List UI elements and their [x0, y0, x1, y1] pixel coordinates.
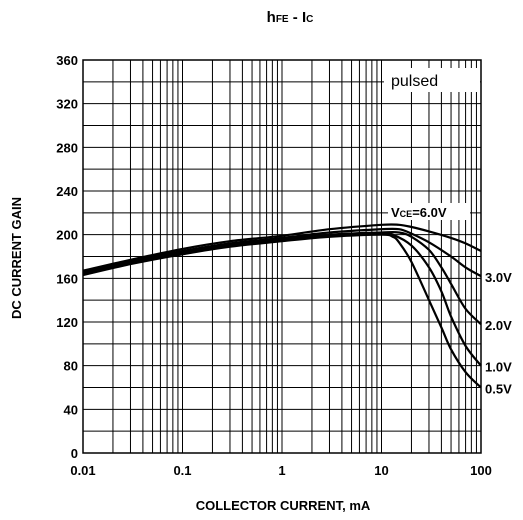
vce-label-rest: =6.0V	[412, 205, 447, 220]
x-axis-label: COLLECTOR CURRENT, mA	[196, 498, 371, 513]
y-tick-label: 120	[56, 315, 78, 330]
x-tick-label: 10	[374, 463, 388, 478]
vce-label-bg	[388, 203, 470, 220]
pulsed-annotation: pulsed	[391, 73, 438, 90]
y-tick-label: 360	[56, 53, 78, 68]
chart-title: hFE - IC	[267, 9, 314, 26]
chart-title-second: I	[302, 9, 306, 26]
y-tick-label: 240	[56, 184, 78, 199]
vce-series-label: VCE=6.0V	[391, 205, 447, 220]
series-label-1-0v: 1.0V	[485, 360, 512, 375]
pulsed-label-bg	[384, 68, 480, 92]
y-tick-label: 160	[56, 271, 78, 286]
y-tick-label: 320	[56, 97, 78, 112]
series-label-0-5v: 0.5V	[485, 382, 512, 397]
series-label-2-0v: 2.0V	[485, 318, 512, 333]
plot-frame	[82, 59, 482, 454]
y-tick-labels: 0 40 80 120 160 200 240 280 320 360	[56, 53, 78, 461]
y-axis-label: DC CURRENT GAIN	[9, 197, 24, 319]
x-tick-label: 0.01	[70, 463, 95, 478]
vce-label-sub: CE	[400, 209, 413, 219]
x-tick-label: 100	[470, 463, 492, 478]
y-tick-label: 80	[64, 359, 78, 374]
series-end-labels: 3.0V 2.0V 1.0V 0.5V	[485, 270, 512, 396]
x-tick-labels: 0.01 0.1 1 10 100	[70, 463, 492, 478]
chart-title-second-sub: C	[306, 14, 313, 25]
chart-title-main: h	[267, 9, 276, 26]
x-tick-label: 1	[278, 463, 285, 478]
y-tick-label: 0	[71, 446, 78, 461]
y-tick-label: 280	[56, 140, 78, 155]
x-tick-label: 0.1	[173, 463, 191, 478]
series-line-6-0v	[82, 223, 482, 272]
series-label-3-0v: 3.0V	[485, 270, 512, 285]
y-tick-label: 40	[64, 402, 78, 417]
vce-label-v: V	[391, 205, 400, 220]
chart-title-sep: -	[289, 9, 302, 26]
chart-title-main-sub: FE	[276, 14, 289, 25]
y-tick-label: 200	[56, 228, 78, 243]
series-line-0-5v	[82, 233, 482, 389]
series-lines	[82, 223, 482, 389]
